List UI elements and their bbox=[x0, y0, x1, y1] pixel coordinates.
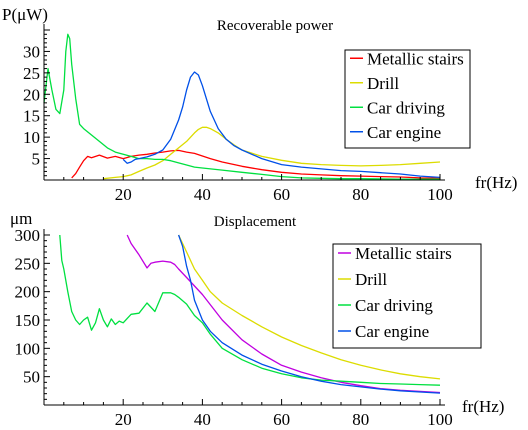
x-tick-label: 40 bbox=[194, 185, 211, 204]
series-line-metallic-stairs bbox=[126, 234, 441, 394]
x-tick-label: 40 bbox=[194, 410, 211, 429]
y-axis-label: P(μW) bbox=[2, 5, 48, 24]
x-tick-label: 20 bbox=[115, 185, 132, 204]
y-tick-label: 250 bbox=[15, 254, 41, 273]
x-tick-label: 80 bbox=[352, 185, 369, 204]
series-group bbox=[43, 33, 441, 180]
y-tick-label: 20 bbox=[23, 85, 40, 104]
y-axis-label: μm bbox=[10, 209, 32, 228]
series-line-drill bbox=[103, 126, 441, 180]
y-tick-label: 300 bbox=[15, 226, 41, 245]
y-tick-label: 100 bbox=[15, 339, 41, 358]
y-tick-label: 5 bbox=[32, 150, 41, 169]
series-line-car-engine bbox=[122, 71, 441, 179]
chart-displacement: μm Displacement fr(Hz) 20 40 60 80 100 50 100 1… bbox=[10, 209, 504, 429]
series-line-car-driving bbox=[43, 33, 440, 180]
y-tick-label: 10 bbox=[23, 128, 40, 147]
legend-box bbox=[332, 243, 482, 349]
chart-title: Recoverable power bbox=[217, 18, 333, 34]
y-tick-label: 25 bbox=[23, 64, 40, 83]
legend: Metallic stairs Drill Car driving Car engin… bbox=[332, 243, 482, 349]
x-tick-label: 60 bbox=[273, 185, 290, 204]
legend-label-car-engine: Car engine bbox=[355, 322, 429, 341]
legend: Metallic stairs Drill Car driving Car engin… bbox=[344, 49, 471, 149]
legend-label-car-driving: Car driving bbox=[355, 296, 433, 315]
series-line-metallic-stairs bbox=[71, 149, 441, 179]
y-tick-label: 150 bbox=[15, 311, 41, 330]
x-axis-label: fr(Hz) bbox=[475, 173, 517, 192]
chart-recoverable-power: P(μW) Recoverable power fr(Hz) 20 40 60 80 1… bbox=[2, 5, 517, 204]
series-line-drill bbox=[178, 234, 441, 380]
axes: 20 40 60 80 100 5 10 15 20 25 30 bbox=[23, 24, 453, 204]
x-tick-label: 60 bbox=[273, 410, 290, 429]
x-tick-label: 100 bbox=[427, 185, 453, 204]
y-tick-label: 200 bbox=[15, 283, 41, 302]
series-group bbox=[59, 234, 441, 394]
legend-label-metallic-stairs: Metallic stairs bbox=[355, 244, 452, 263]
legend-box bbox=[344, 49, 471, 149]
x-tick-label: 100 bbox=[427, 410, 453, 429]
axes: 20 40 60 80 100 50 100 150 200 250 300 bbox=[15, 226, 453, 429]
y-tick-label: 15 bbox=[23, 107, 40, 126]
x-tick-label: 80 bbox=[352, 410, 369, 429]
legend-label-metallic-stairs: Metallic stairs bbox=[367, 49, 464, 68]
series-line-car-driving bbox=[59, 234, 441, 386]
y-tick-label: 50 bbox=[23, 368, 40, 387]
legend-label-drill: Drill bbox=[355, 270, 387, 289]
legend-label-drill: Drill bbox=[367, 74, 399, 93]
legend-label-car-engine: Car engine bbox=[367, 123, 441, 142]
series-line-car-engine bbox=[177, 234, 441, 394]
x-axis-label: fr(Hz) bbox=[462, 397, 504, 416]
x-tick-label: 20 bbox=[115, 410, 132, 429]
chart-title: Displacement bbox=[214, 214, 297, 230]
legend-label-car-driving: Car driving bbox=[367, 98, 445, 117]
y-tick-label: 30 bbox=[23, 42, 40, 61]
